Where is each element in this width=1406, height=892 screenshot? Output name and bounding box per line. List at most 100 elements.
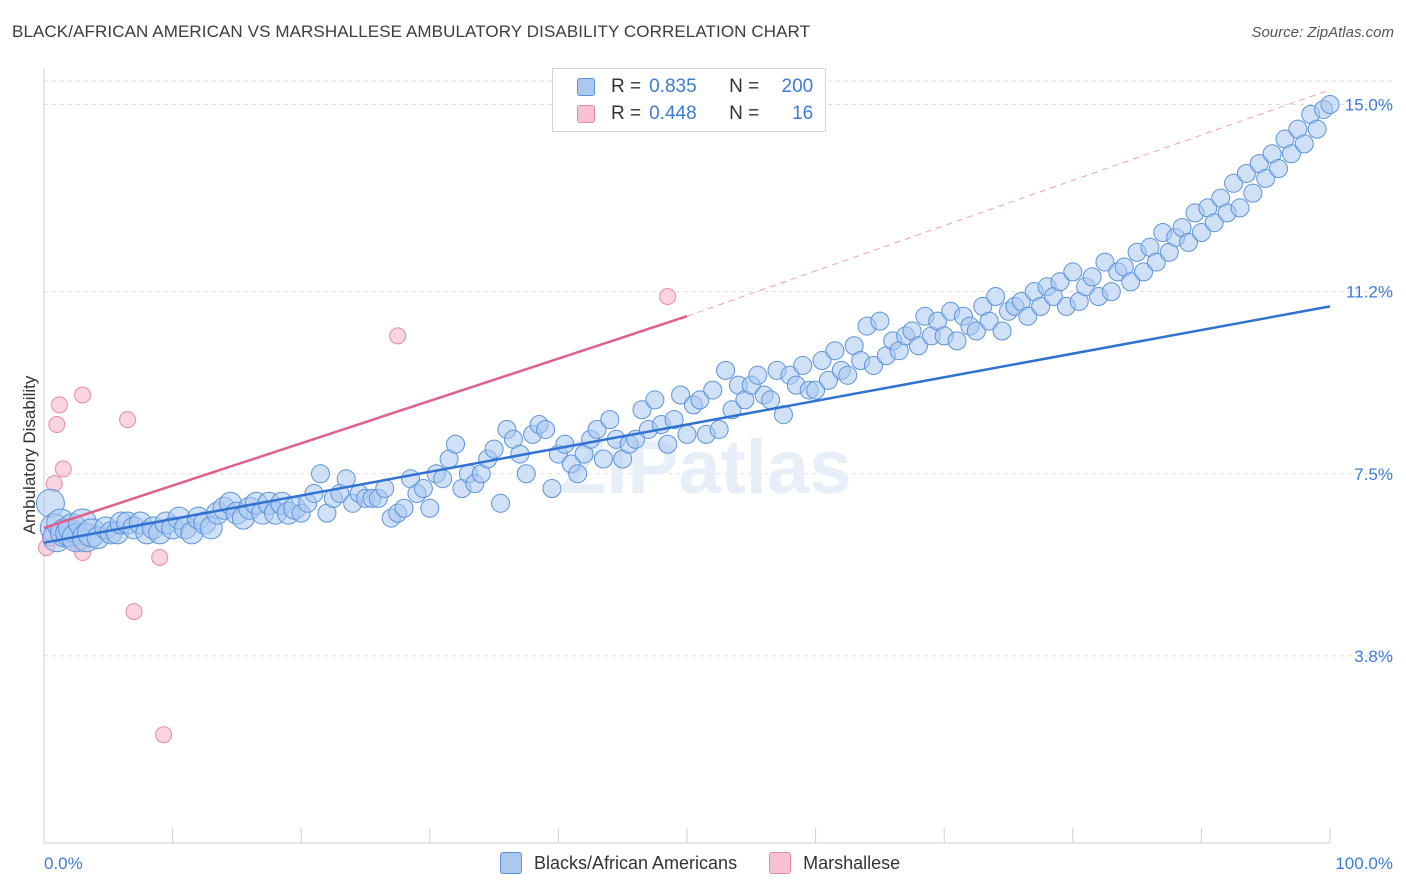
- marshallese-point: [155, 726, 173, 744]
- marshallese-point: [119, 411, 137, 429]
- black-african-american-point: [1095, 252, 1115, 272]
- marshallese-point: [151, 548, 169, 566]
- black-african-american-point: [555, 434, 575, 454]
- black-african-american-point: [1031, 296, 1051, 316]
- bottom-legend-pink: Marshallese: [769, 852, 900, 874]
- marshallese-point: [54, 460, 72, 478]
- bottom-legend-label-blue: Blacks/African Americans: [534, 852, 738, 873]
- black-african-american-point: [645, 390, 665, 410]
- bottom-legend: Blacks/African Americans Marshallese: [500, 852, 932, 874]
- black-african-american-point: [1224, 173, 1244, 193]
- x-tick-label: 0.0%: [44, 854, 83, 873]
- black-african-american-point: [1230, 198, 1250, 218]
- black-african-american-point: [709, 419, 729, 439]
- black-african-american-point: [825, 341, 845, 361]
- black-african-american-point: [690, 390, 710, 410]
- marshallese-point: [50, 396, 68, 414]
- black-african-american-point: [1191, 223, 1211, 243]
- black-african-american-point: [812, 351, 832, 371]
- bottom-legend-swatch-pink: [769, 852, 792, 874]
- legend-r-label: R =: [611, 103, 642, 124]
- legend-swatch-pink: [577, 105, 595, 123]
- black-african-american-point: [568, 464, 588, 484]
- black-african-american-point: [516, 464, 536, 484]
- black-african-american-point: [979, 311, 999, 331]
- y-tick-label: 15.0%: [1345, 96, 1393, 115]
- black-african-american-point: [947, 331, 967, 351]
- black-african-american-point: [793, 355, 813, 375]
- black-african-american-point: [1146, 252, 1166, 272]
- black-african-american-point: [1101, 282, 1121, 302]
- black-african-american-point: [806, 380, 826, 400]
- black-african-american-point: [966, 321, 986, 341]
- black-african-american-point: [413, 479, 433, 499]
- marshallese-point: [74, 386, 92, 404]
- black-african-american-point: [838, 365, 858, 385]
- black-african-american-point: [1018, 306, 1038, 326]
- black-african-american-point: [484, 439, 504, 459]
- black-african-american-point: [542, 479, 562, 499]
- y-tick-label: 7.5%: [1354, 465, 1393, 484]
- source-label: Source: ZipAtlas.com: [1251, 24, 1394, 41]
- black-african-american-point: [433, 469, 453, 489]
- black-african-american-point: [310, 464, 330, 484]
- legend-swatch-blue: [577, 78, 595, 96]
- black-african-american-point: [677, 424, 697, 444]
- black-african-american-point: [863, 355, 883, 375]
- legend: R = 0.835 N = 200 R = 0.448 N = 16: [552, 68, 826, 132]
- legend-n-label: N =: [729, 103, 760, 124]
- legend-n-value-pink: 16: [792, 103, 814, 124]
- marshallese-point: [125, 603, 143, 621]
- black-african-american-point: [1243, 183, 1263, 203]
- black-african-american-point: [1307, 119, 1327, 139]
- black-african-american-point: [593, 449, 613, 469]
- bottom-legend-blue: Blacks/African Americans: [500, 852, 737, 874]
- black-african-american-point: [818, 370, 838, 390]
- black-african-american-point: [1236, 163, 1256, 183]
- bottom-legend-swatch-blue: [500, 852, 522, 874]
- black-african-american-point: [1179, 232, 1199, 252]
- y-tick-label: 3.8%: [1354, 647, 1393, 666]
- marshallese-point: [48, 416, 66, 434]
- black-african-american-point: [748, 365, 768, 385]
- black-african-american-point: [1269, 159, 1289, 179]
- black-african-american-point: [446, 434, 466, 454]
- black-african-american-point: [587, 419, 607, 439]
- black-african-american-point: [908, 336, 928, 356]
- black-african-american-point: [664, 410, 684, 430]
- black-african-american-point: [1204, 213, 1224, 233]
- black-african-american-point: [658, 434, 678, 454]
- black-african-american-point: [1050, 272, 1070, 292]
- legend-r-value-pink: 0.448: [649, 103, 697, 124]
- legend-r-label: R =: [611, 76, 642, 97]
- legend-row-pink: R = 0.448 N = 16: [577, 102, 813, 126]
- black-african-american-point: [1121, 272, 1141, 292]
- marshallese-trend-extension: [686, 89, 1331, 317]
- black-african-american-point: [716, 360, 736, 380]
- black-african-american-point: [394, 498, 414, 518]
- black-african-american-point: [536, 419, 556, 439]
- x-tick-label: 100.0%: [1335, 854, 1393, 873]
- black-african-american-point: [1320, 95, 1340, 115]
- black-african-american-point: [1082, 267, 1102, 287]
- legend-row-blue: R = 0.835 N = 200: [577, 75, 813, 99]
- legend-n-value-blue: 200: [781, 76, 814, 97]
- black-african-american-point: [1281, 144, 1301, 164]
- bottom-legend-label-pink: Marshallese: [803, 852, 901, 873]
- black-african-american-point: [1134, 262, 1154, 282]
- black-african-american-point: [703, 380, 723, 400]
- black-african-american-point: [986, 287, 1006, 307]
- black-african-american-point: [870, 311, 890, 331]
- black-african-american-point: [600, 410, 620, 430]
- y-tick-label: 11.2%: [1346, 283, 1393, 302]
- legend-n-label: N =: [729, 76, 760, 97]
- black-african-american-point: [761, 390, 781, 410]
- black-african-american-point: [1256, 168, 1276, 188]
- marshallese-point: [389, 327, 407, 345]
- chart-title: BLACK/AFRICAN AMERICAN VS MARSHALLESE AM…: [12, 22, 811, 41]
- black-african-american-point: [671, 385, 691, 405]
- legend-r-value-blue: 0.835: [649, 76, 697, 97]
- black-african-american-point: [992, 321, 1012, 341]
- black-african-american-point: [491, 493, 511, 513]
